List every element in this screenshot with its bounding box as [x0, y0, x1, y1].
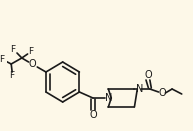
- Text: F: F: [11, 45, 16, 53]
- Text: F: F: [28, 48, 33, 56]
- Text: O: O: [29, 59, 36, 69]
- Text: O: O: [144, 70, 152, 80]
- Text: O: O: [159, 88, 166, 98]
- Text: F: F: [0, 54, 4, 64]
- Text: F: F: [10, 72, 15, 81]
- Text: N: N: [105, 93, 112, 103]
- Text: N: N: [135, 84, 143, 94]
- Text: O: O: [89, 110, 97, 120]
